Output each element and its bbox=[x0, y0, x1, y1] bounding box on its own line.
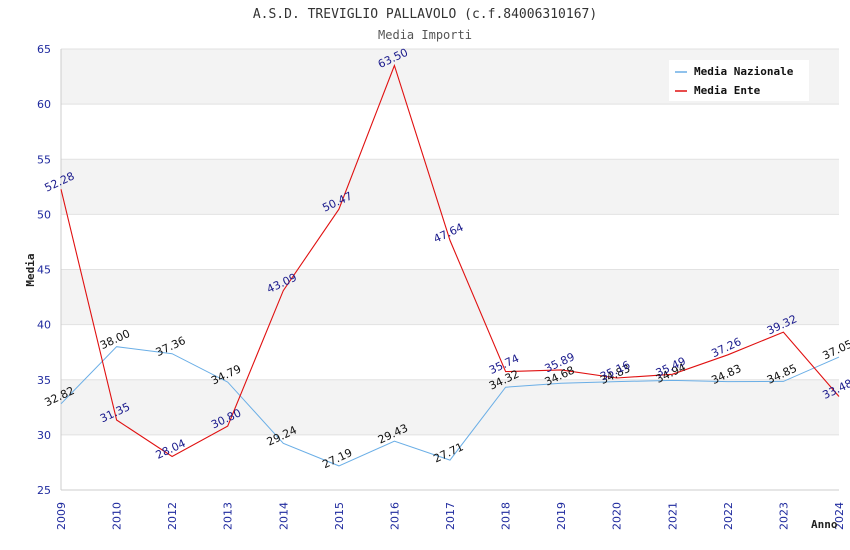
x-tick-label: 2020 bbox=[611, 502, 624, 530]
grid-band bbox=[61, 324, 839, 380]
grid-band bbox=[61, 104, 839, 160]
legend-label-media-ente: Media Ente bbox=[694, 84, 761, 97]
y-axis-label: Media bbox=[24, 253, 37, 286]
x-tick-label: 2010 bbox=[111, 502, 124, 530]
grid-band bbox=[61, 159, 839, 215]
axes bbox=[60, 49, 839, 491]
chart-subtitle: Media Importi bbox=[378, 28, 472, 42]
y-tick-label: 35 bbox=[37, 374, 51, 387]
grid-bands bbox=[61, 49, 839, 490]
y-tick-label: 50 bbox=[37, 208, 51, 221]
x-ticks: 2009 2010 2012 2013 2014 2015 2016 2017 2018 2019… bbox=[55, 502, 846, 530]
x-tick-label: 2019 bbox=[555, 502, 568, 530]
legend: Media Nazionale Media Ente bbox=[669, 60, 809, 101]
grid-band bbox=[61, 214, 839, 270]
y-tick-label: 45 bbox=[37, 264, 51, 277]
x-tick-label: 2022 bbox=[722, 502, 735, 530]
x-tick-label: 2015 bbox=[333, 502, 346, 530]
y-tick-label: 60 bbox=[37, 98, 51, 111]
x-tick-label: 2014 bbox=[277, 502, 290, 530]
x-tick-label: 2018 bbox=[500, 502, 513, 530]
legend-box bbox=[669, 60, 809, 101]
series-line-media-ente bbox=[60, 63, 840, 458]
grid-band bbox=[61, 379, 839, 435]
x-tick-label: 2013 bbox=[222, 502, 235, 530]
y-tick-label: 25 bbox=[37, 484, 51, 497]
chart-title: A.S.D. TREVIGLIO PALLAVOLO (c.f.84006310… bbox=[253, 7, 597, 22]
y-tick-label: 40 bbox=[37, 319, 51, 332]
y-tick-label: 65 bbox=[37, 43, 51, 56]
y-tick-label: 30 bbox=[37, 429, 51, 442]
x-tick-label: 2012 bbox=[166, 502, 179, 530]
series-lines bbox=[60, 63, 840, 467]
x-tick-label: 2023 bbox=[777, 502, 790, 530]
grid-band bbox=[61, 269, 839, 325]
x-tick-label: 2009 bbox=[55, 502, 68, 530]
grid-band bbox=[61, 434, 839, 490]
x-tick-label: 2021 bbox=[666, 502, 679, 530]
x-tick-label: 2024 bbox=[833, 502, 846, 530]
series-line-media-nazionale bbox=[60, 346, 840, 467]
x-axis-label: Anno bbox=[811, 518, 838, 531]
y-ticks: 25 30 35 40 45 50 55 60 65 bbox=[37, 43, 51, 497]
x-tick-label: 2016 bbox=[388, 502, 401, 530]
y-tick-label: 55 bbox=[37, 153, 51, 166]
x-tick-label: 2017 bbox=[444, 502, 457, 530]
legend-label-media-nazionale: Media Nazionale bbox=[694, 65, 794, 78]
